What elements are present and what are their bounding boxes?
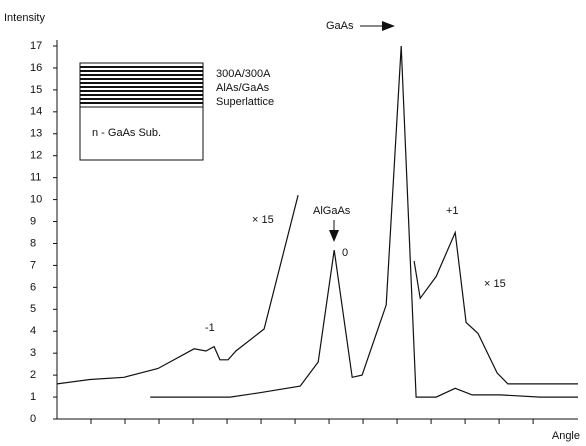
arrow-head xyxy=(382,21,395,31)
series-line xyxy=(150,46,578,397)
y-tick-label: 11 xyxy=(30,172,41,184)
inset-label: n - GaAs Sub. xyxy=(92,127,161,139)
y-tick-label: 16 xyxy=(30,62,42,74)
annotation: × 15 xyxy=(252,214,274,226)
stripe xyxy=(80,86,203,88)
stripe xyxy=(80,66,203,68)
y-tick-label: 8 xyxy=(30,237,36,249)
annotation: +1 xyxy=(446,205,459,217)
stripe xyxy=(80,94,203,96)
y-tick-label: 1 xyxy=(30,391,36,403)
x-axis-title: Angle xyxy=(552,430,580,442)
y-tick-label: 7 xyxy=(30,259,36,271)
y-axis-title: Intensity xyxy=(4,12,45,24)
stripe xyxy=(80,98,203,100)
y-tick-label: 15 xyxy=(30,84,42,96)
annotation: GaAs xyxy=(326,20,354,32)
y-tick-label: 13 xyxy=(30,128,42,140)
arrow-head xyxy=(329,230,339,242)
stripe xyxy=(80,90,203,92)
y-tick-label: 6 xyxy=(30,281,36,293)
y-tick-label: 2 xyxy=(30,369,36,381)
stripe xyxy=(80,74,203,76)
annotation: -1 xyxy=(205,322,215,334)
y-tick-label: 14 xyxy=(30,106,42,118)
y-tick-label: 9 xyxy=(30,215,36,227)
chart: Intensity Angle 300A/300A AlAs/GaAs Supe… xyxy=(0,0,586,446)
y-tick-label: 0 xyxy=(30,413,36,425)
inset-label: 300A/300A xyxy=(216,68,271,80)
stripe xyxy=(80,82,203,84)
inset-box xyxy=(80,63,203,160)
inset-label: AlAs/GaAs xyxy=(216,82,270,94)
y-tick-label: 12 xyxy=(30,150,42,162)
y-tick-label: 4 xyxy=(30,325,36,337)
stripe xyxy=(80,70,203,72)
y-tick-label: 10 xyxy=(30,193,42,205)
y-tick-label: 3 xyxy=(30,347,36,359)
inset: 300A/300A AlAs/GaAs Superlattice n - GaA… xyxy=(80,63,274,160)
y-tick-label: 5 xyxy=(30,303,36,315)
annotation: × 15 xyxy=(484,278,506,290)
inset-label: Superlattice xyxy=(216,96,274,108)
stripe xyxy=(80,78,203,80)
annotation: 0 xyxy=(342,247,348,259)
y-tick-label: 17 xyxy=(30,40,42,52)
stripe xyxy=(80,102,203,104)
annotation: AlGaAs xyxy=(313,205,351,217)
